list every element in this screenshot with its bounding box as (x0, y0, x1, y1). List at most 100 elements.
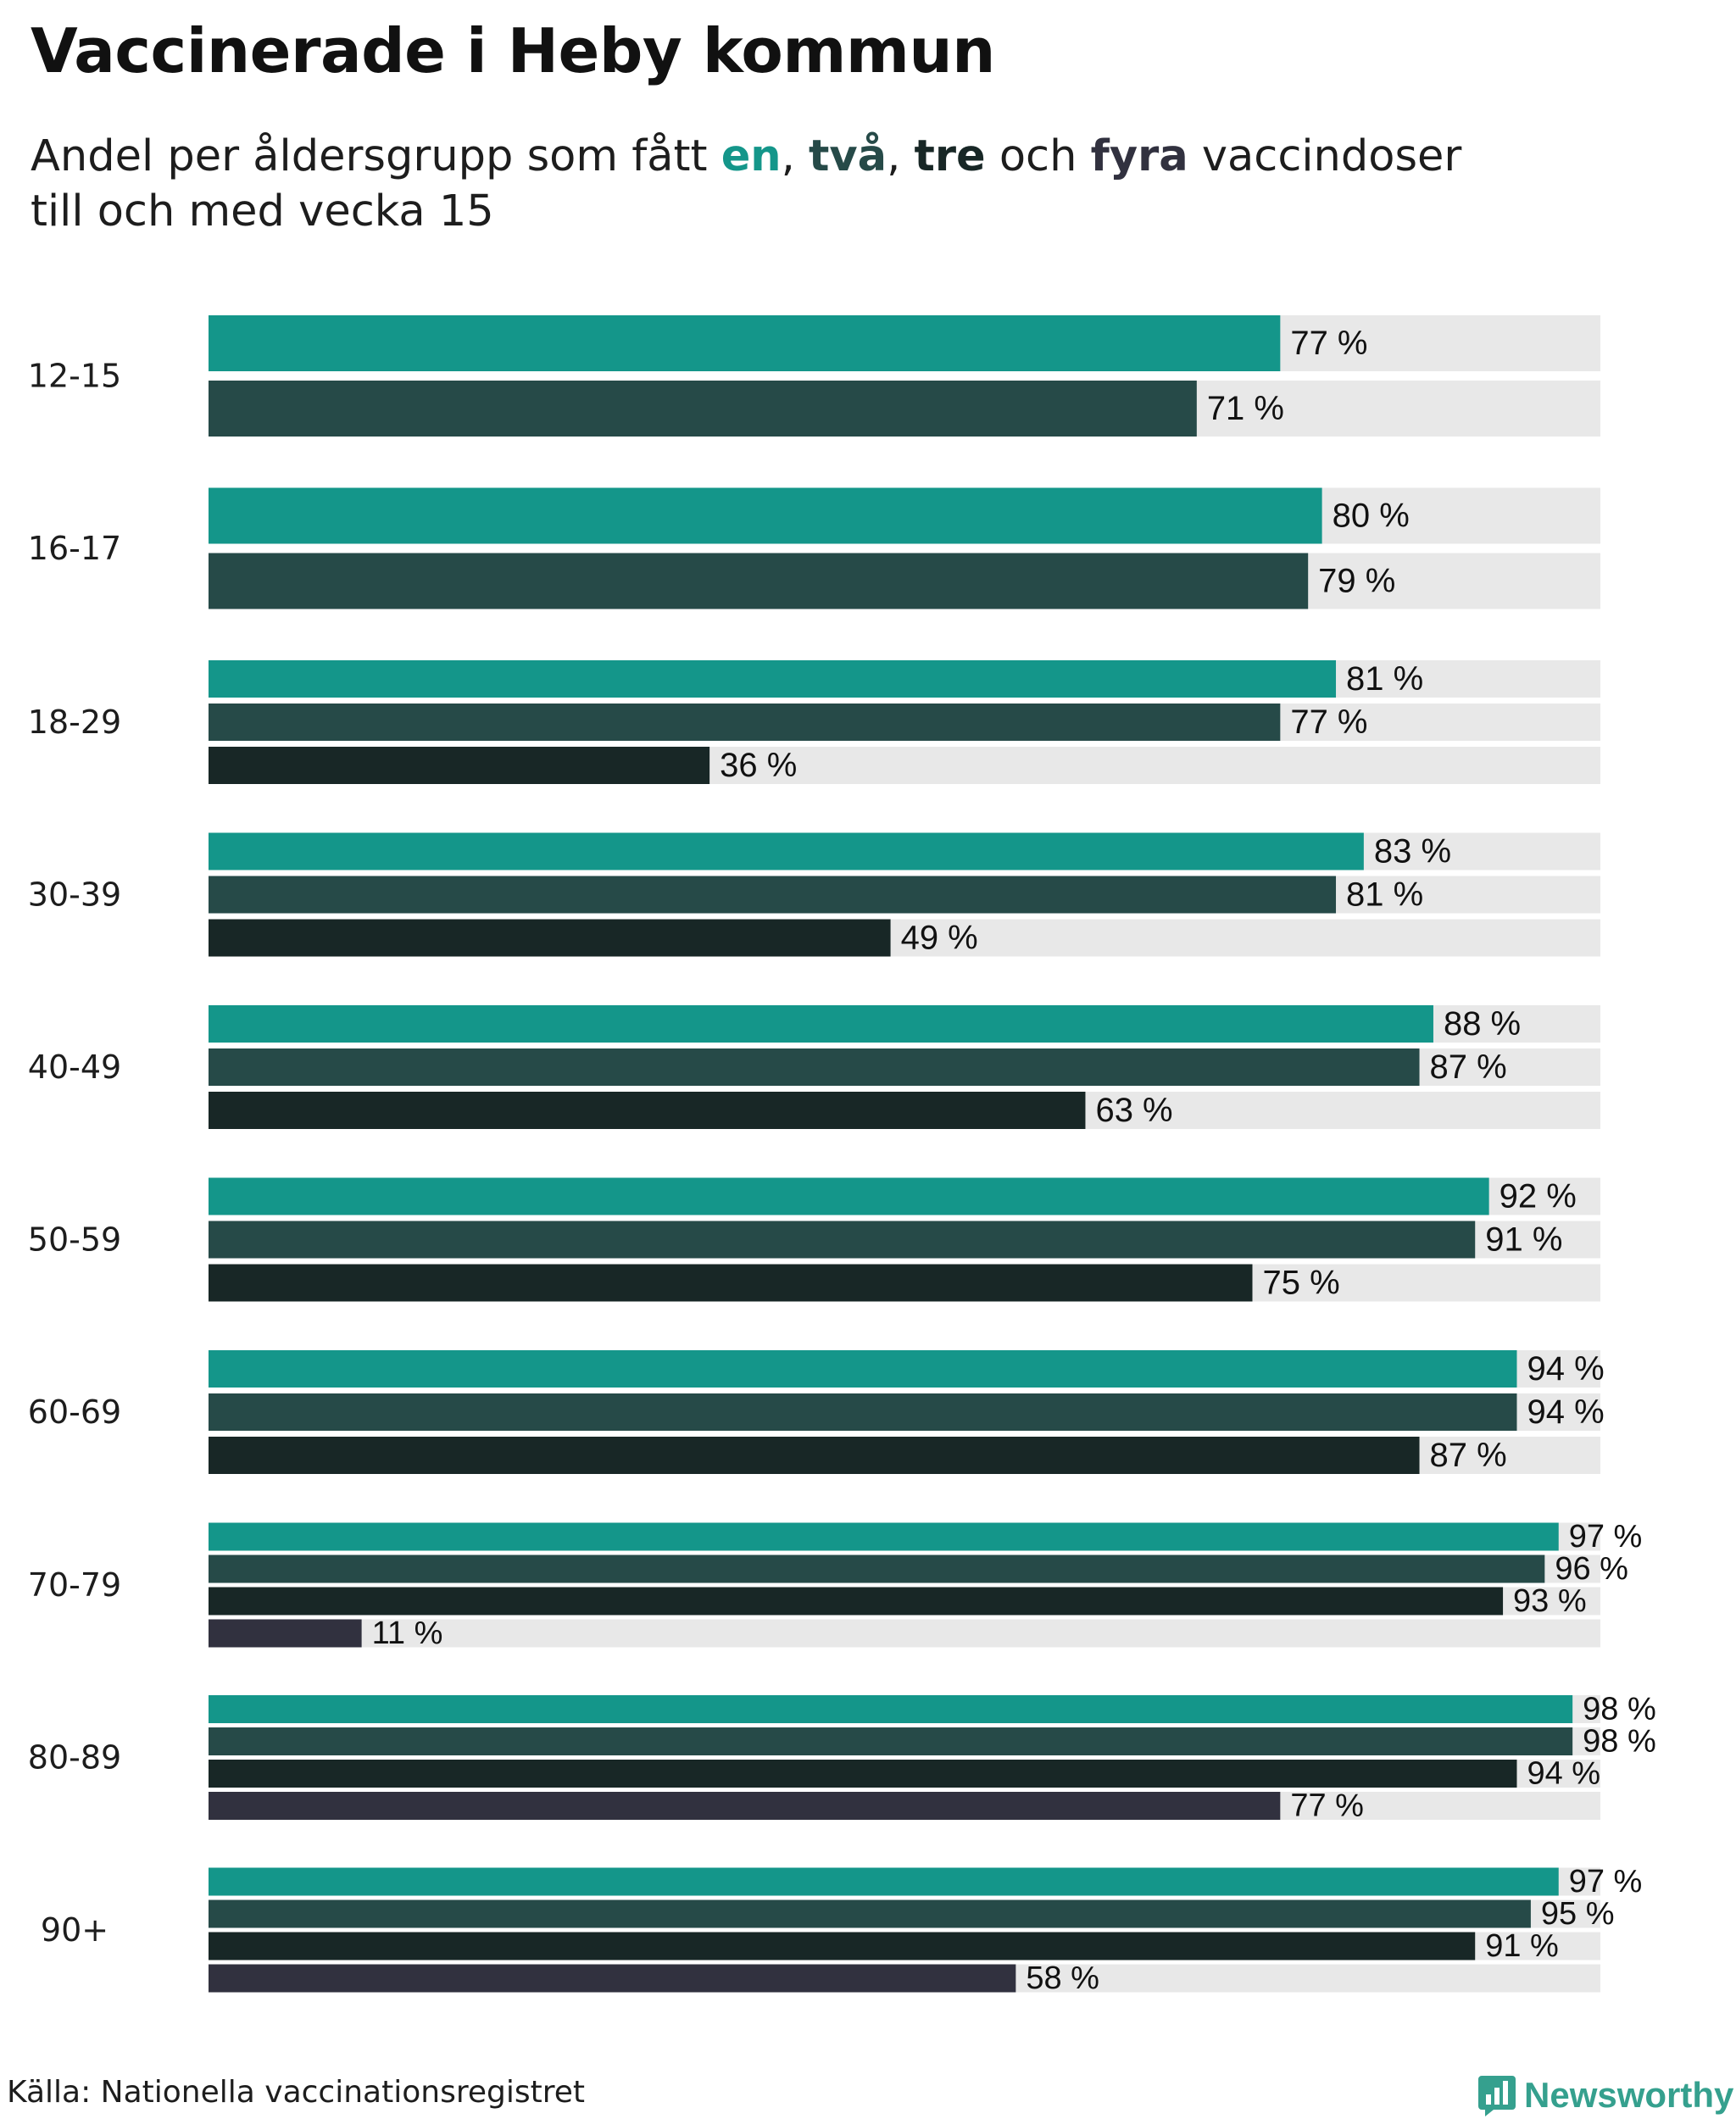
category-label: 70-79 (28, 1566, 121, 1604)
bar-två (209, 553, 1309, 609)
newsworthy-logo-icon (1478, 2076, 1516, 2116)
bar-en (209, 1695, 1573, 1723)
category-group: 60-69 94 % 94 % 87 % (28, 1350, 1605, 1474)
value-label: 93 % (1513, 1583, 1587, 1619)
value-label: 97 % (1569, 1519, 1643, 1554)
value-label: 92 % (1500, 1178, 1577, 1215)
value-label: 91 % (1485, 1928, 1559, 1964)
value-label: 94 % (1527, 1350, 1604, 1388)
category-group: 90+ 97 %95 %91 % 58 % (41, 1864, 1642, 1996)
bar-två (209, 1221, 1476, 1259)
value-label: 81 % (1346, 876, 1423, 914)
legend-dose-four: fyra (1090, 131, 1188, 181)
brand-name: Newsworthy (1524, 2075, 1734, 2115)
bar-en (209, 1350, 1517, 1388)
category-label: 40-49 (28, 1048, 121, 1086)
category-group: 30-39 83 % 81 % 49 % (28, 832, 1600, 957)
category-label: 16-17 (28, 530, 121, 567)
value-label: 96 % (1555, 1551, 1628, 1587)
bar-fyra (209, 1619, 362, 1648)
bar-två (209, 1393, 1517, 1431)
bar-en (209, 832, 1364, 870)
bar-fyra (209, 1792, 1281, 1820)
bar-tre (209, 747, 710, 784)
value-label: 88 % (1444, 1005, 1521, 1043)
category-label: 90+ (41, 1911, 108, 1949)
value-label: 77 % (1290, 1788, 1364, 1824)
value-label: 58 % (1026, 1960, 1099, 1996)
category-group: 16-17 80 % 79 % (28, 487, 1600, 609)
category-group: 12-15 77 %71 % (28, 315, 1600, 437)
bar-tre (209, 1760, 1517, 1788)
category-label: 80-89 (28, 1739, 121, 1777)
legend-dose-one: en (721, 131, 782, 181)
bar-två (209, 1048, 1420, 1086)
chart-subtitle: Andel per åldersgrupp som fått en, två, … (31, 129, 1461, 239)
value-label: 80 % (1333, 498, 1410, 535)
subtitle-line-2: till och med vecka 15 (31, 186, 494, 236)
category-group: 40-49 88 % 87 % 63 % (28, 1005, 1600, 1129)
value-label: 77 % (1290, 704, 1367, 741)
bar-två (209, 1554, 1545, 1583)
bar-en (209, 1522, 1559, 1551)
legend-dose-two: två (809, 131, 887, 181)
bar-en (209, 487, 1322, 544)
bar-två (209, 1899, 1531, 1928)
bar-tre (209, 1437, 1420, 1474)
subtitle-sep-1: , (781, 131, 795, 181)
value-label: 63 % (1095, 1092, 1172, 1129)
bar-tre (209, 1932, 1476, 1960)
bar-två (209, 381, 1197, 437)
subtitle-conj: och (999, 131, 1077, 181)
category-label: 18-29 (28, 704, 121, 741)
value-label: 49 % (901, 920, 978, 957)
value-label: 98 % (1583, 1692, 1656, 1727)
bar-en (209, 660, 1337, 698)
bar-tre (209, 1092, 1086, 1129)
value-label: 95 % (1541, 1896, 1615, 1932)
bar-fyra (209, 1964, 1016, 1993)
bar-två (209, 1727, 1573, 1755)
bar-en (209, 1867, 1559, 1896)
value-label: 94 % (1527, 1393, 1604, 1431)
category-label: 50-59 (28, 1221, 121, 1259)
value-label: 97 % (1569, 1864, 1643, 1899)
bar-track (209, 1619, 1600, 1648)
value-label: 94 % (1527, 1756, 1600, 1792)
value-label: 79 % (1318, 563, 1395, 600)
category-label: 60-69 (28, 1393, 121, 1431)
bar-en (209, 315, 1281, 371)
bar-två (209, 704, 1281, 741)
category-group: 50-59 92 % 91 % 75 % (28, 1177, 1600, 1302)
value-label: 71 % (1207, 390, 1284, 427)
value-label: 91 % (1485, 1221, 1562, 1259)
category-group: 70-79 97 %96 %93 % 11 % (28, 1519, 1643, 1651)
category-group: 18-29 81 % 77 % 36 % (28, 660, 1600, 784)
category-label: 12-15 (28, 358, 121, 395)
category-label: 30-39 (28, 876, 121, 914)
subtitle-sep-2: , (887, 131, 901, 181)
bar-tre (209, 1264, 1253, 1302)
value-label: 77 % (1290, 325, 1367, 362)
bar-två (209, 876, 1337, 914)
brand-logo: Newsworthy (1477, 2072, 1733, 2118)
value-label: 36 % (720, 747, 797, 784)
source-note: Källa: Nationella vaccinationsregistret (7, 2075, 585, 2110)
value-label: 11 % (372, 1616, 443, 1651)
value-label: 75 % (1263, 1265, 1340, 1302)
value-label: 87 % (1430, 1048, 1507, 1086)
value-label: 98 % (1583, 1724, 1656, 1760)
value-label: 81 % (1346, 660, 1423, 698)
subtitle-suffix: vaccindoser (1201, 131, 1462, 181)
bar-en (209, 1177, 1489, 1215)
bar-tre (209, 919, 891, 957)
chart-title: Vaccinerade i Heby kommun (31, 15, 995, 86)
value-label: 87 % (1430, 1437, 1507, 1474)
bar-tre (209, 1587, 1504, 1616)
legend-dose-three: tre (914, 131, 986, 181)
value-label: 83 % (1374, 833, 1451, 870)
bar-en (209, 1005, 1433, 1043)
subtitle-prefix: Andel per åldersgrupp som fått (31, 131, 708, 181)
